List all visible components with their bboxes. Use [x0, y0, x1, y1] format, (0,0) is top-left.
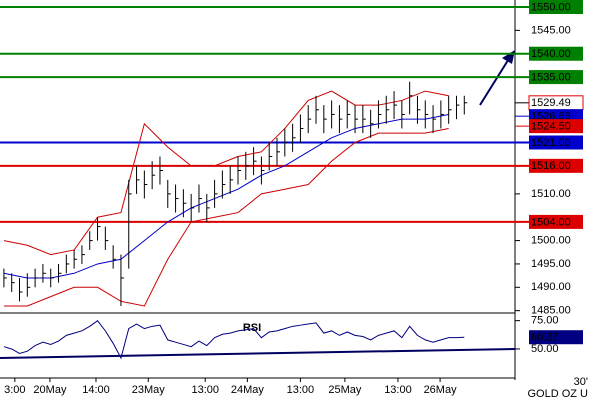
rsi-trendline [0, 347, 516, 360]
x-tick-label: 24May [231, 384, 265, 396]
rsi-title: RSI [243, 322, 261, 334]
x-tick-label: 20May [33, 384, 67, 396]
level-label: 1504.00 [531, 216, 571, 228]
trend-arrow [479, 56, 511, 106]
symbol-label: GOLD OZ U [527, 388, 588, 400]
x-tick-label: 13:00 [191, 384, 219, 396]
rsi-tick-label: 50.00 [531, 343, 559, 355]
x-tick-label: 14:00 [82, 384, 110, 396]
level-label: 1516.00 [531, 160, 571, 172]
level-box [529, 0, 583, 15]
level-box [529, 158, 583, 173]
band-lower [3, 127, 449, 307]
y-tick-label: 1545.00 [531, 24, 571, 36]
level-box [529, 46, 583, 61]
level-box [529, 135, 583, 150]
y-tick-label: 1500.00 [531, 234, 571, 246]
x-tick-label: 25May [328, 384, 362, 396]
x-tick-label: 13:00 [287, 384, 315, 396]
moving-average [3, 113, 449, 279]
price-label: 1524.50 [531, 121, 571, 133]
level-label: 1521.00 [531, 137, 571, 149]
y-tick-label: 1485.00 [531, 305, 571, 317]
rsi-tick-label: 75.00 [531, 315, 559, 327]
rsi-last-box [529, 330, 583, 345]
rsi-last-label: 60.37 [531, 332, 559, 344]
level-box [529, 70, 583, 85]
rsi-line [3, 319, 465, 360]
y-tick-label: 1490.00 [531, 281, 571, 293]
price-box [529, 119, 583, 134]
x-tick-label: 3:00 [4, 384, 25, 396]
x-tick-label: 13:00 [384, 384, 412, 396]
interval-label: 30' [574, 376, 588, 388]
level-label: 1540.00 [531, 48, 571, 60]
y-tick-label: 1495.00 [531, 258, 571, 270]
x-tick-label: 23May [132, 384, 166, 396]
price-label: 1529.49 [531, 97, 571, 109]
y-tick-label: 1510.00 [531, 188, 571, 200]
level-box [529, 214, 583, 229]
level-label: 1535.00 [531, 71, 571, 83]
level-label: 1550.00 [531, 1, 571, 13]
band-upper [3, 90, 449, 256]
x-tick-label: 26May [424, 384, 458, 396]
